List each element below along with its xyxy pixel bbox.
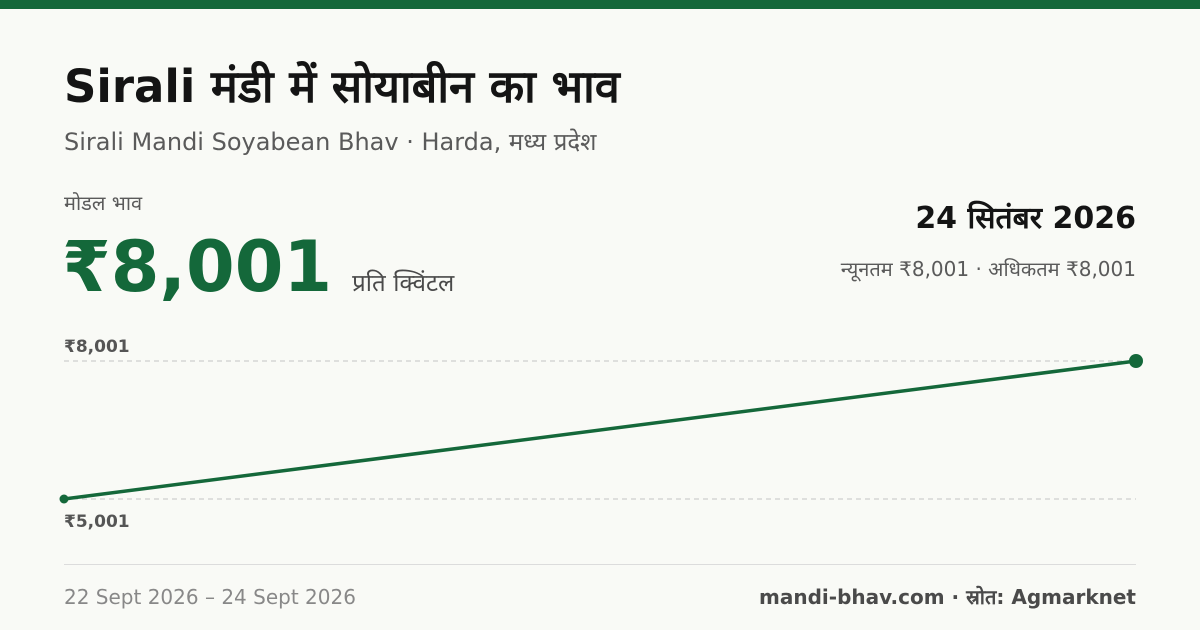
series-line-0 — [62, 359, 1138, 501]
top-accent-bar — [0, 0, 1200, 9]
footer-divider — [64, 564, 1136, 565]
data-point-1 — [1129, 354, 1143, 368]
footer-source: mandi-bhav.com · स्रोत: Agmarknet — [759, 585, 1136, 609]
y-tick-label-0: ₹8,001 — [64, 337, 130, 357]
price-unit: प्रति क्विंटल — [352, 269, 455, 297]
page-title: Sirali मंडी में सोयाबीन का भाव — [64, 60, 620, 113]
min-max-range: न्यूनतम ₹8,001 · अधिकतम ₹8,001 — [840, 257, 1136, 281]
modal-price-value: ₹8,001 — [62, 226, 333, 308]
y-tick-label-1: ₹5,001 — [64, 512, 130, 532]
modal-price-label: मोडल भाव — [64, 191, 143, 215]
modal-price-row: ₹8,001 प्रति क्विंटल — [62, 222, 454, 312]
price-date: 24 सितंबर 2026 — [915, 201, 1136, 236]
footer-date-range: 22 Sept 2026 – 24 Sept 2026 — [64, 585, 356, 609]
page-subtitle: Sirali Mandi Soyabean Bhav · Harda, मध्य… — [64, 128, 597, 156]
date-block: 24 सितंबर 2026 न्यूनतम ₹8,001 · अधिकतम ₹… — [841, 196, 1136, 284]
price-trend-chart: ₹8,001 ₹5,001 — [59, 337, 1143, 532]
data-point-0 — [59, 494, 69, 504]
